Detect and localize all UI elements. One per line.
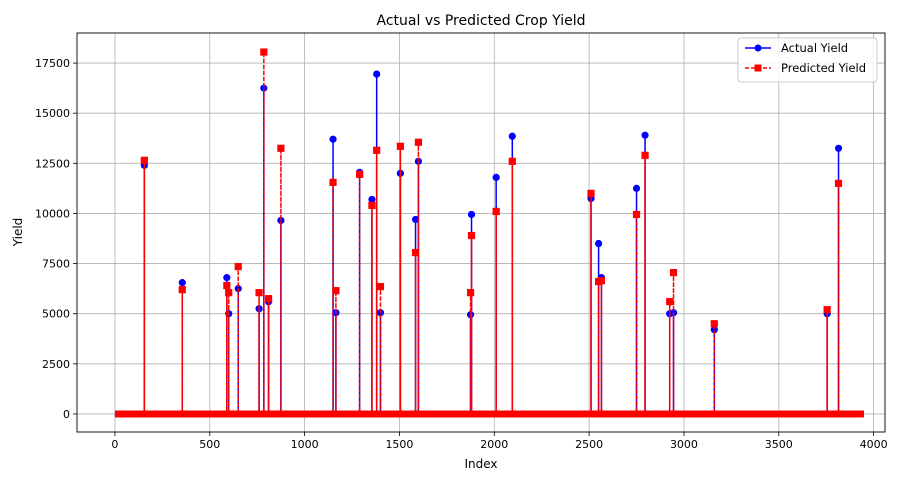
actual-yield-point — [368, 195, 376, 204]
y-tick-label: 2500 — [42, 358, 70, 371]
actual-yield-point — [329, 135, 337, 143]
y-axis: 0 2500 5000 7500 10000 12500 15000 17500 — [35, 57, 77, 421]
actual-yield-point — [641, 131, 649, 139]
predicted-yield-point — [260, 48, 268, 56]
plot-area — [77, 33, 885, 432]
legend-box — [737, 37, 878, 83]
predicted-yield-point — [356, 170, 364, 178]
predicted-yield-point — [178, 286, 186, 294]
y-tick-label: 12500 — [35, 157, 70, 170]
predicted-yield-point — [414, 138, 423, 146]
predicted-yield-point — [632, 210, 641, 219]
predicted-yield-point — [508, 157, 516, 165]
actual-yield-point — [373, 70, 381, 78]
predicted-yield-point — [234, 262, 242, 271]
y-tick-label: 15000 — [35, 107, 70, 120]
predicted-yield-point — [823, 306, 831, 314]
actual-yield-point — [411, 215, 420, 224]
x-tick-label: 0 — [111, 438, 118, 451]
actual-yield-point — [508, 132, 516, 140]
predicted-yield-point — [225, 289, 233, 297]
predicted-yield-point — [669, 269, 678, 277]
predicted-yield-point — [329, 178, 337, 186]
actual-yield-point — [632, 184, 641, 192]
y-tick-label: 10000 — [35, 207, 70, 220]
predicted-yield-point — [666, 298, 674, 306]
predicted-yield-point — [255, 289, 263, 297]
x-tick-label: 4000 — [860, 438, 888, 451]
series-layer — [114, 48, 864, 418]
predicted-yield-point — [710, 320, 718, 328]
predicted-yield-point — [368, 201, 376, 210]
y-tick-label: 0 — [63, 408, 70, 421]
y-tick-label: 17500 — [35, 57, 70, 70]
predicted-yield-point — [376, 283, 385, 291]
legend-predicted-marker — [754, 64, 762, 72]
predicted-yield-point — [834, 179, 843, 187]
chart-title: Actual vs Predicted Crop Yield — [377, 13, 586, 29]
predicted-yield-point — [587, 189, 595, 198]
actual-yield-point — [178, 279, 186, 287]
legend: Actual Yield Predicted Yield — [737, 37, 878, 83]
predicted-yield-point — [411, 248, 420, 257]
y-tick-label: 5000 — [42, 308, 70, 321]
x-tick-label: 500 — [199, 438, 220, 451]
predicted-yield-point — [466, 289, 475, 297]
predicted-yield-point — [597, 277, 606, 285]
predicted-yield-point — [223, 282, 231, 290]
x-tick-label: 2500 — [575, 438, 603, 451]
actual-yield-point — [710, 326, 718, 334]
legend-actual-marker — [754, 44, 762, 52]
actual-yield-point — [260, 84, 268, 92]
x-tick-label: 1500 — [385, 438, 413, 451]
actual-yield-point — [834, 144, 843, 152]
predicted-yield-point — [277, 144, 285, 152]
x-axis-label: Index — [464, 457, 497, 471]
x-axis: 0 500 1000 1500 2000 2500 3000 3500 4000 — [111, 432, 888, 451]
predicted-yield-point — [140, 156, 148, 164]
plot-frame — [76, 32, 886, 433]
predicted-yield-point — [373, 146, 381, 154]
predicted-yield-point — [467, 231, 476, 240]
x-tick-label: 3000 — [670, 438, 698, 451]
predicted-yield-point — [396, 142, 404, 150]
predicted-yield-point — [264, 295, 273, 303]
actual-yield-point — [277, 216, 285, 225]
predicted-yield-point — [641, 151, 649, 159]
predicted-yield-point — [492, 207, 500, 216]
series-predicted-yield — [114, 48, 864, 418]
y-tick-label: 7500 — [42, 258, 70, 271]
legend-actual-label: Actual Yield — [781, 41, 848, 55]
actual-yield-point — [492, 173, 500, 181]
actual-yield-point — [467, 210, 476, 219]
y-axis-label: Yield — [11, 218, 25, 248]
predicted-yield-point — [332, 287, 340, 295]
x-tick-label: 1000 — [291, 438, 319, 451]
x-tick-label: 2000 — [480, 438, 508, 451]
x-tick-label: 3500 — [765, 438, 793, 451]
actual-yield-point — [594, 239, 603, 248]
legend-predicted-label: Predicted Yield — [781, 61, 866, 75]
actual-yield-point — [223, 274, 231, 282]
